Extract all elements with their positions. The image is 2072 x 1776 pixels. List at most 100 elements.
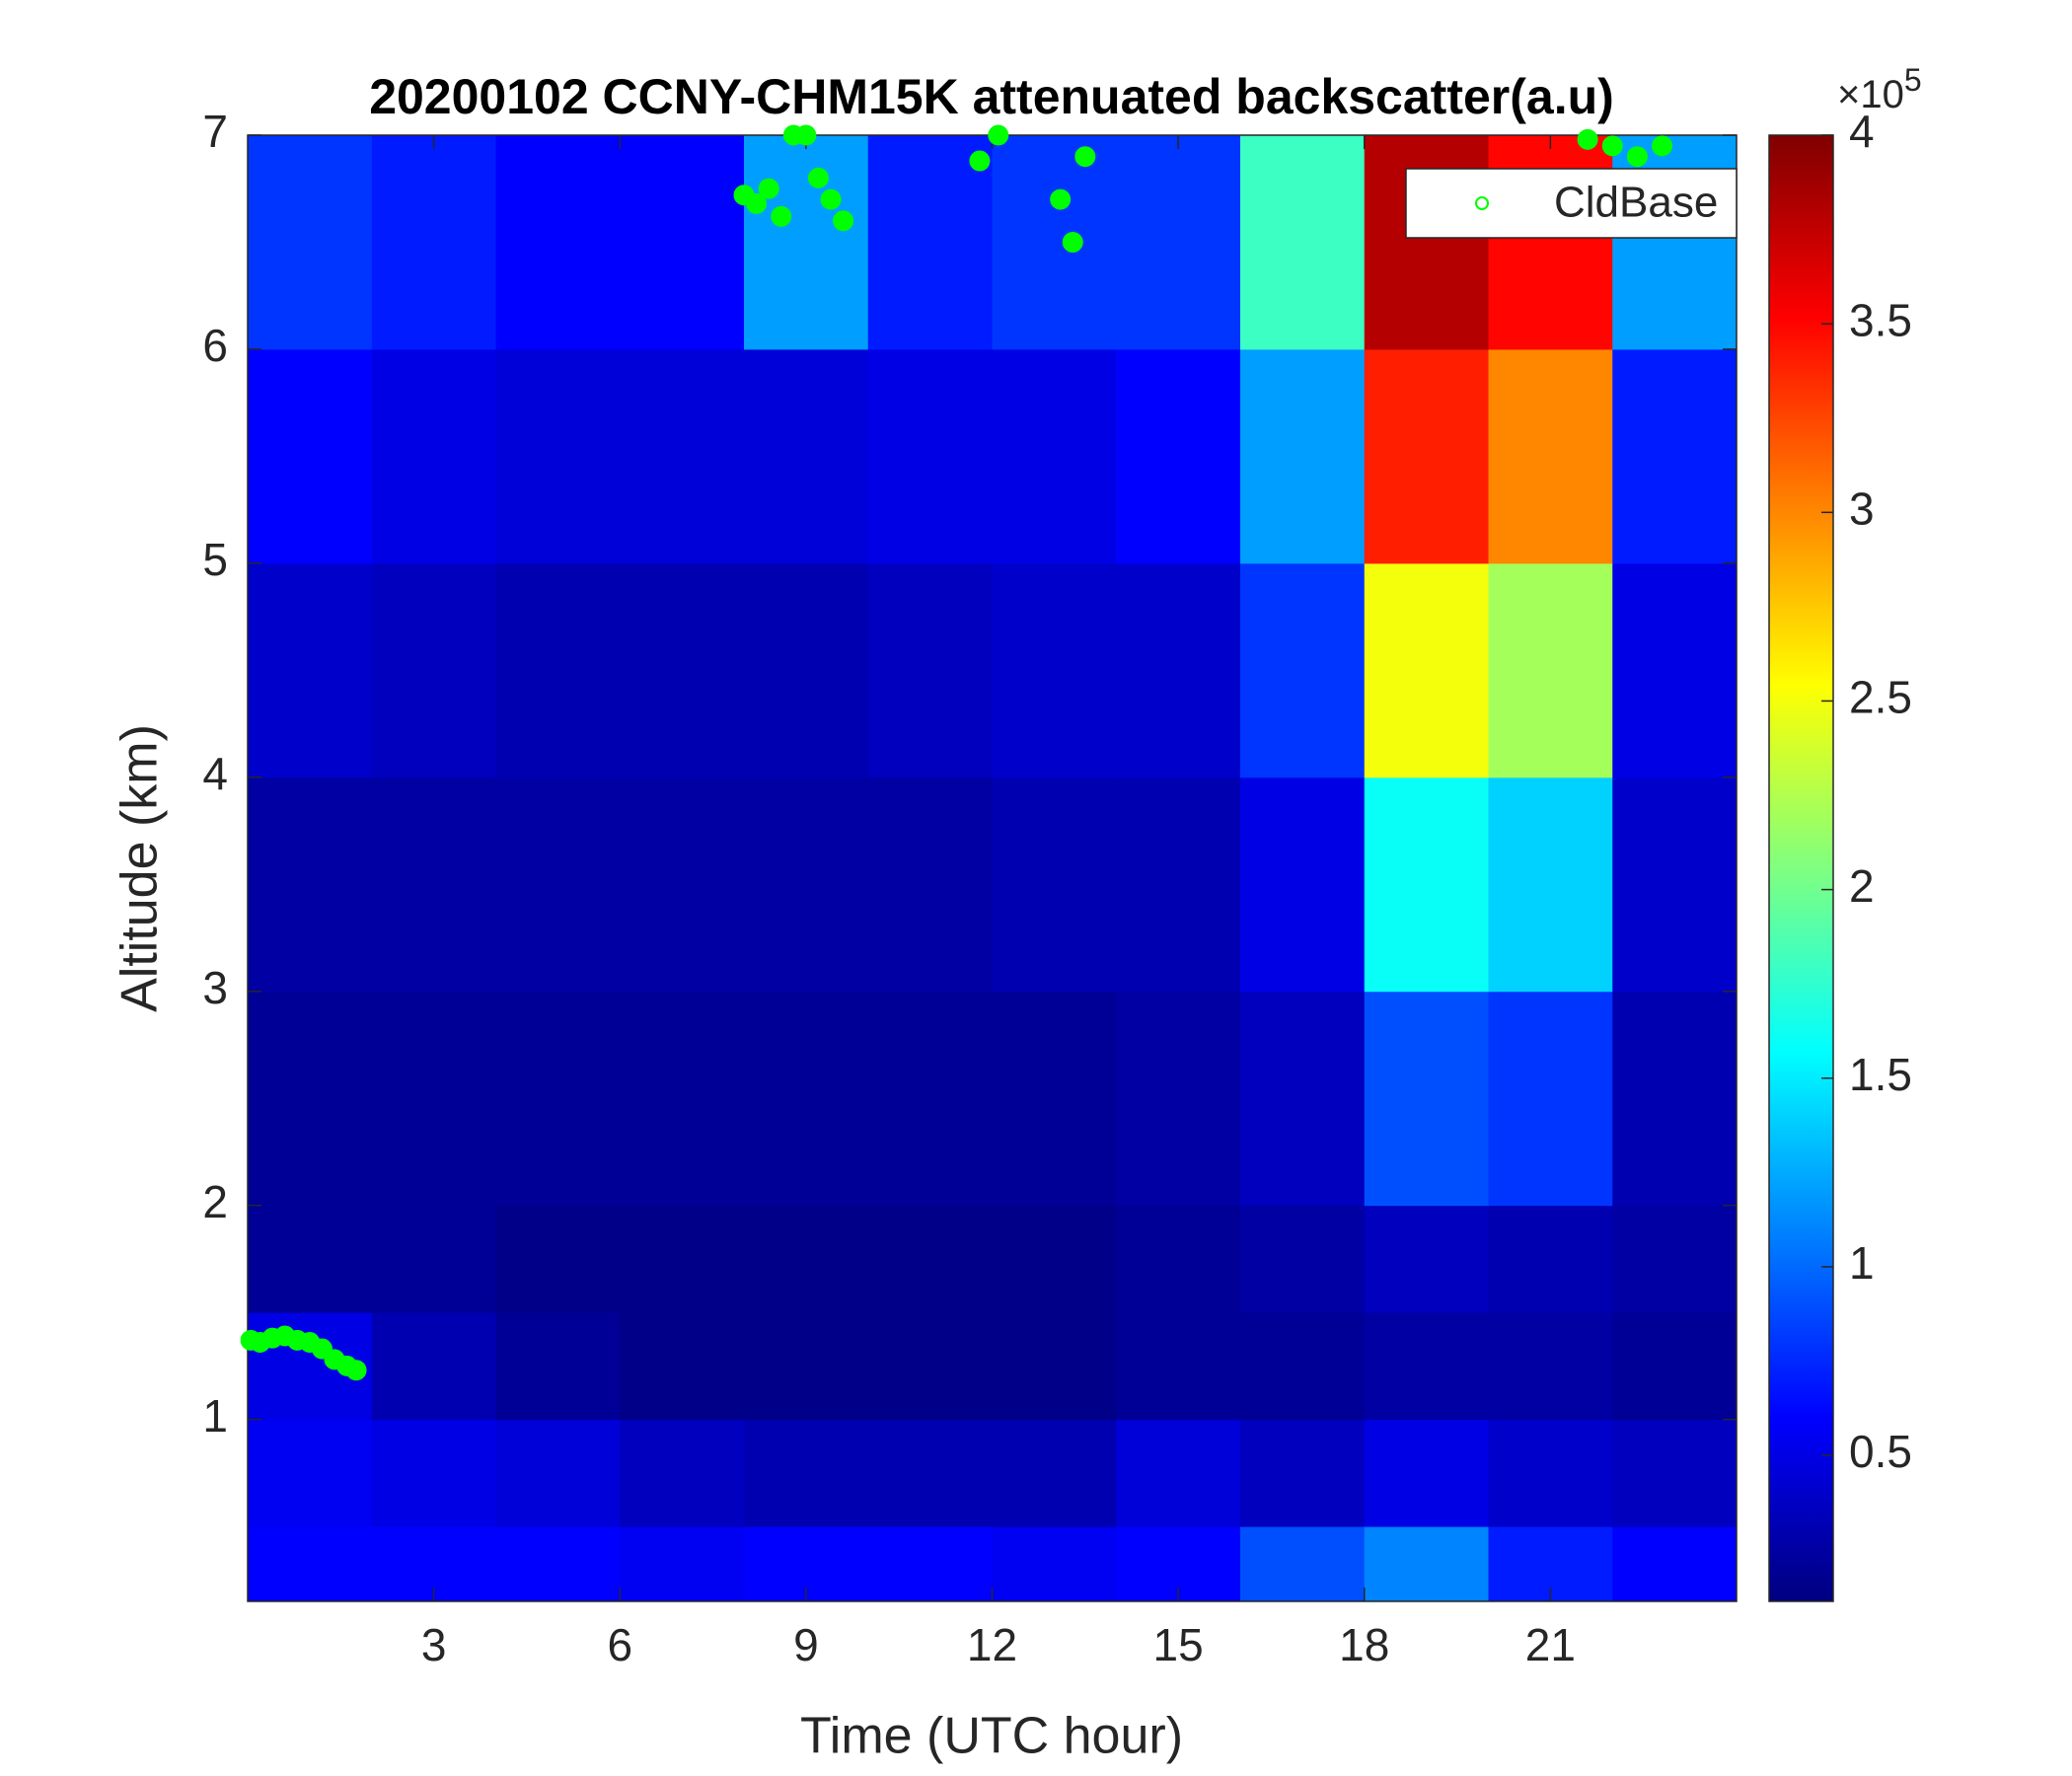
heatmap-cell [1488, 1312, 1613, 1421]
heatmap-cell [248, 562, 373, 778]
x-tick-label: 9 [793, 1619, 819, 1670]
heatmap-cell [1240, 1526, 1366, 1602]
heatmap-cell [1240, 1205, 1366, 1313]
heatmap-cell [1364, 1526, 1489, 1602]
heatmap-cell [495, 991, 621, 1207]
x-tick-label: 18 [1339, 1619, 1389, 1670]
heatmap-cell [1612, 1419, 1738, 1527]
x-tick-label: 15 [1153, 1619, 1204, 1670]
heatmap-cell [1240, 1419, 1366, 1527]
y-tick-label: 1 [202, 1390, 228, 1442]
heatmap-cell [1364, 991, 1489, 1207]
legend-label: CldBase [1554, 179, 1718, 227]
heatmap-cell [867, 562, 993, 778]
colorbar-tick-label: 4 [1849, 106, 1875, 157]
heatmap-cell [1364, 1419, 1489, 1527]
heatmap-cell [1364, 1312, 1489, 1421]
x-tick-label: 12 [967, 1619, 1017, 1670]
cloud-base-point [758, 178, 779, 199]
heatmap-cell [867, 777, 993, 993]
heatmap-cell [992, 562, 1117, 778]
y-tick-label: 6 [202, 320, 228, 371]
heatmap-cell [1116, 991, 1241, 1207]
heatmap-cell [744, 562, 869, 778]
cloud-base-point [807, 167, 829, 188]
chart-title: 20200102 CCNY-CHM15K attenuated backscat… [369, 69, 1614, 124]
heatmap-cell [1240, 562, 1366, 778]
x-tick-label: 6 [607, 1619, 632, 1670]
cloud-base-point [1577, 128, 1598, 150]
colorbar-tick-label: 2.5 [1849, 672, 1912, 723]
heatmap-cell [1364, 777, 1489, 993]
heatmap-cell [744, 1205, 869, 1313]
heatmap-cell [992, 777, 1117, 993]
cloud-base-point [795, 124, 817, 146]
heatmap-cell [1240, 348, 1366, 564]
y-tick-label: 2 [202, 1176, 228, 1227]
heatmap-cell [371, 1312, 496, 1421]
heatmap-cell [620, 562, 745, 778]
cloud-base-point [1050, 188, 1072, 210]
colorbar-tick-label: 3.5 [1849, 294, 1912, 345]
heatmap-cell [620, 1526, 745, 1602]
heatmap-cell [992, 1419, 1117, 1527]
heatmap-cell [1612, 135, 1738, 350]
heatmap-cell [1240, 991, 1366, 1207]
heatmap-cell [1116, 777, 1241, 993]
heatmap-cell [1488, 1419, 1613, 1527]
cloud-base-point [746, 192, 768, 214]
y-tick-label: 7 [202, 106, 228, 157]
cloud-base-point [1062, 231, 1083, 253]
heatmap-cell [620, 777, 745, 993]
heatmap-cell [620, 1205, 745, 1313]
heatmap-cell [744, 777, 869, 993]
heatmap-cell [1488, 348, 1613, 564]
heatmap-cell [495, 1526, 621, 1602]
heatmap-cell [1612, 1205, 1738, 1313]
x-tick-label: 21 [1525, 1619, 1576, 1670]
cloud-base-point [1626, 146, 1648, 168]
cloud-base-point [1074, 146, 1096, 168]
heatmap-cell [1612, 348, 1738, 564]
heatmap-cell [1488, 135, 1613, 350]
heatmap-cell [744, 1419, 869, 1527]
cloud-base-point [1601, 135, 1623, 157]
multiplier-base: ×10 [1837, 73, 1904, 116]
heatmap-cell [1240, 1312, 1366, 1421]
cloud-base-point [820, 188, 842, 210]
heatmap-cell [371, 1419, 496, 1527]
heatmap-cell [1612, 991, 1738, 1207]
heatmap-cell [1240, 777, 1366, 993]
colorbar-tick-label: 1.5 [1849, 1049, 1912, 1100]
heatmap-cell [1612, 562, 1738, 778]
heatmap-cell [248, 1526, 373, 1602]
cloud-base-point [969, 150, 991, 172]
heatmap-cell [1612, 1526, 1738, 1602]
cloud-base-point [345, 1360, 367, 1381]
heatmap-cell [248, 135, 373, 350]
heatmap-cell [371, 1205, 496, 1313]
heatmap-cell [1488, 562, 1613, 778]
heatmap-cell [992, 348, 1117, 564]
heatmap-cell [1364, 1205, 1489, 1313]
heatmap-cell [867, 991, 993, 1207]
heatmap-cell [867, 1312, 993, 1421]
heatmap-cell [992, 991, 1117, 1207]
heatmap-cell [867, 1526, 993, 1602]
heatmap-cell [1116, 1312, 1241, 1421]
heatmap-cell [620, 348, 745, 564]
heatmap-cell [992, 1312, 1117, 1421]
heatmap-cell [1364, 135, 1489, 350]
heatmap-cell [1364, 562, 1489, 778]
heatmap-cell [495, 1205, 621, 1313]
heatmap-cell [1488, 1205, 1613, 1313]
heatmap-cell [1612, 777, 1738, 993]
heatmap-cell [867, 135, 993, 350]
heatmap-cell [248, 777, 373, 993]
heatmap-cell [495, 1312, 621, 1421]
cloud-base-point [833, 210, 854, 232]
heatmap-cell [744, 991, 869, 1207]
heatmap-cell [248, 1419, 373, 1527]
